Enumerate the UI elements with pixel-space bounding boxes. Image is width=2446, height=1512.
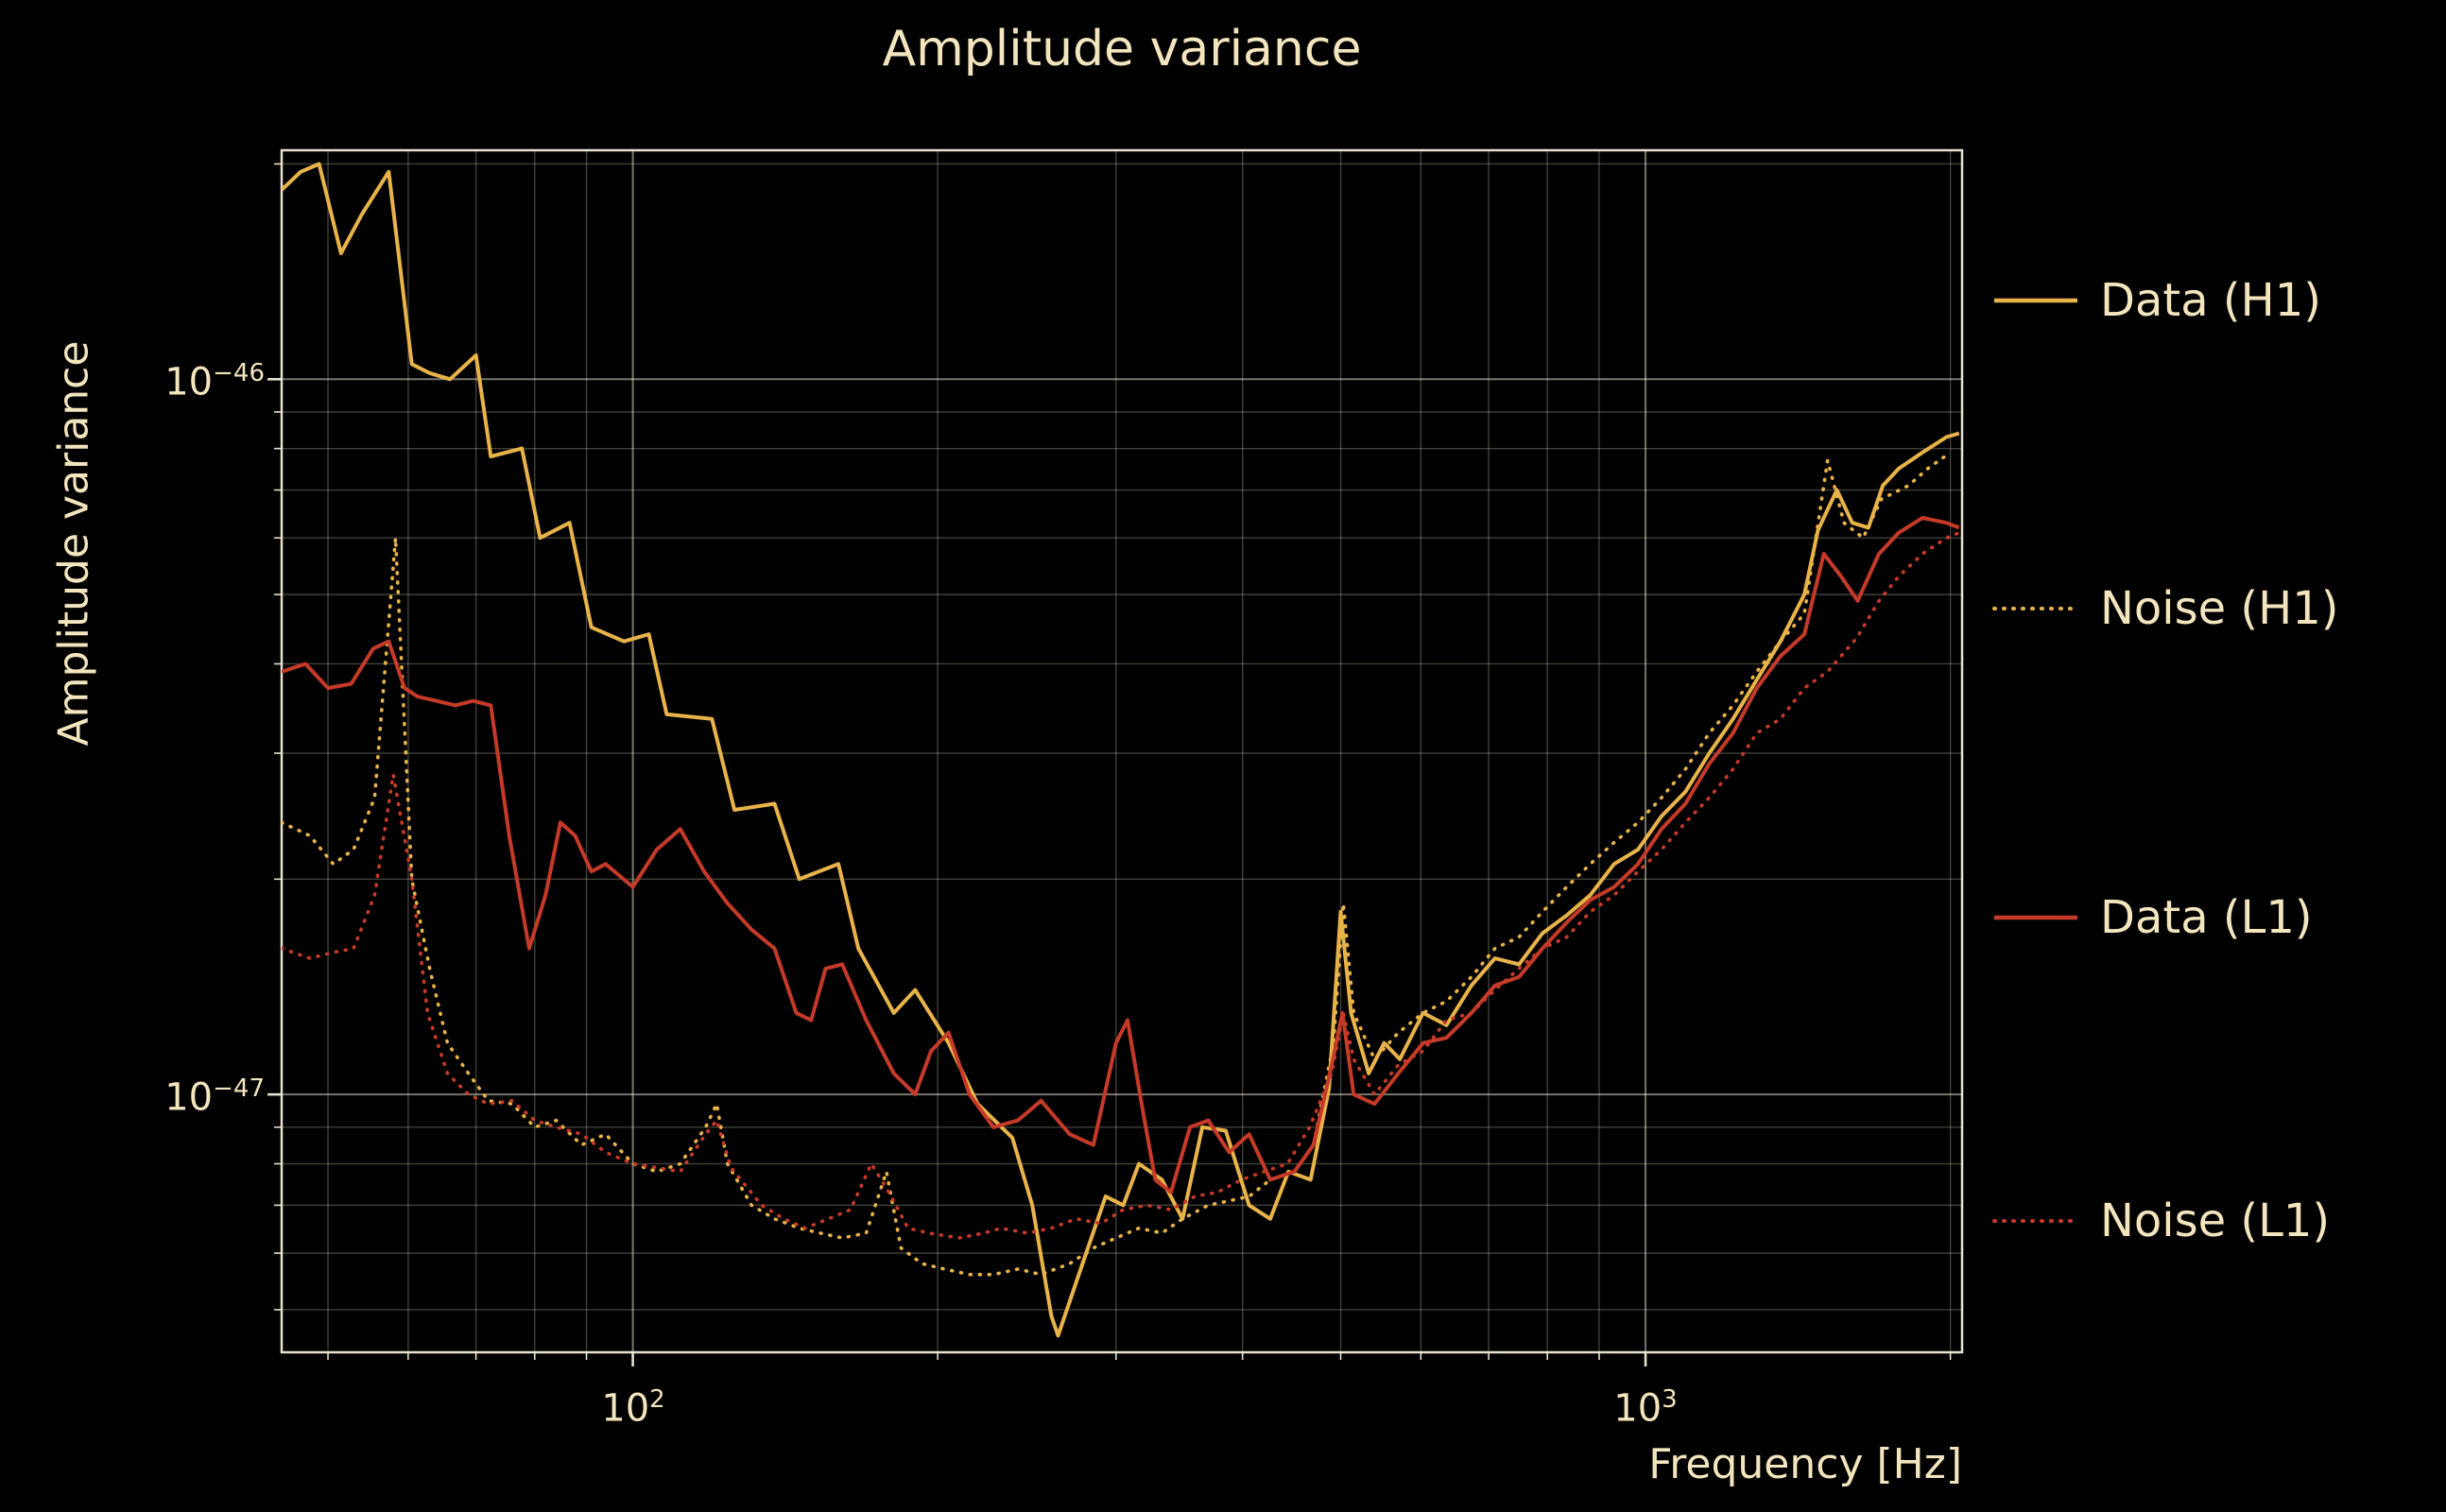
x-tick-base: 10 bbox=[601, 1386, 650, 1431]
legend-label-data-l1: Data (L1) bbox=[2100, 891, 2313, 944]
y-tick-label-1e-47: 10−47 bbox=[164, 1076, 265, 1116]
x-tick-label-100: 102 bbox=[577, 1387, 690, 1427]
x-tick-exponent: 2 bbox=[649, 1385, 665, 1414]
legend-dotted-gold-line-icon bbox=[1992, 607, 2079, 610]
legend-entry-data-l1: Data (L1) bbox=[1992, 887, 2313, 948]
y-tick-base: 10 bbox=[164, 1075, 214, 1120]
y-tick-exponent: −46 bbox=[213, 359, 265, 387]
legend-solid-gold-line-icon bbox=[1994, 298, 2077, 303]
x-tick-exponent: 3 bbox=[1662, 1385, 1678, 1414]
legend-label-noise-l1: Noise (L1) bbox=[2100, 1194, 2331, 1247]
y-tick-label-1e-46: 10−46 bbox=[164, 361, 265, 401]
y-axis-label: Amplitude variance bbox=[49, 340, 98, 747]
x-tick-base: 10 bbox=[1613, 1386, 1662, 1431]
legend: Data (H1) Noise (H1) Data (L1) Noise (L1… bbox=[1992, 0, 2437, 1512]
x-tick-label-1000: 103 bbox=[1589, 1387, 1702, 1427]
legend-entry-noise-l1: Noise (L1) bbox=[1992, 1191, 2330, 1251]
chart-title: Amplitude variance bbox=[882, 21, 1362, 77]
legend-entry-data-h1: Data (H1) bbox=[1992, 270, 2321, 331]
legend-solid-red-line-icon bbox=[1994, 915, 2077, 920]
y-tick-exponent: −47 bbox=[213, 1074, 265, 1103]
legend-entry-noise-h1: Noise (H1) bbox=[1992, 578, 2339, 639]
legend-label-noise-h1: Noise (H1) bbox=[2100, 582, 2339, 635]
legend-label-data-h1: Data (H1) bbox=[2100, 274, 2321, 327]
y-tick-base: 10 bbox=[164, 360, 214, 404]
x-axis-label: Frequency [Hz] bbox=[1648, 1440, 1962, 1488]
legend-dotted-red-line-icon bbox=[1992, 1219, 2079, 1223]
